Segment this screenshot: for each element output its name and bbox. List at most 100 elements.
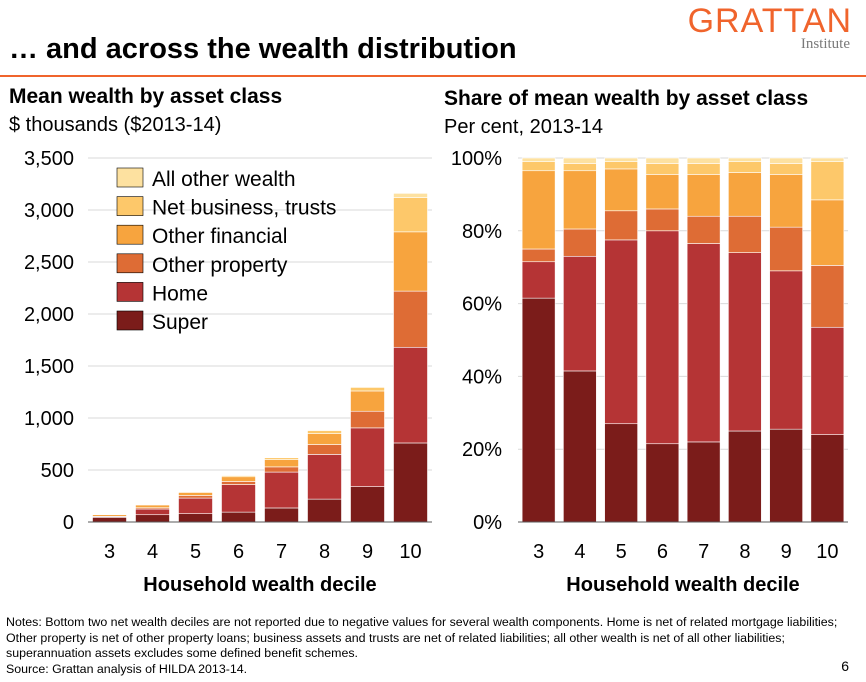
- bar-segment-other-property: [563, 228, 597, 257]
- bar-segment-all-other-wealth: [521, 157, 556, 162]
- legend-label-other-property: Other property: [152, 254, 288, 277]
- notes-text: Notes: Bottom two net wealth deciles are…: [6, 615, 838, 661]
- bar-segment-home: [135, 508, 170, 516]
- x-axis-title: Household wealth decile: [566, 574, 799, 596]
- bar-segment-other-property: [393, 290, 428, 348]
- x-tick-label: 4: [147, 541, 158, 563]
- y-tick-label: 60%: [462, 294, 502, 316]
- bar-segment-other-financial: [307, 433, 342, 445]
- bar-segment-other-property: [769, 226, 803, 272]
- bar-segment-home: [221, 484, 256, 513]
- bar-segment-all-other-wealth: [264, 456, 299, 459]
- legend-swatch-super: [116, 310, 144, 331]
- bar-segment-super: [563, 370, 597, 523]
- right-chart-title: Share of mean wealth by asset class: [444, 87, 809, 110]
- bar-segment-other-property: [350, 410, 385, 429]
- bar-segment-other-financial: [350, 390, 385, 412]
- bar-segment-super: [350, 486, 385, 523]
- bar-segment-other-financial: [645, 174, 680, 210]
- bar-segment-super: [135, 514, 170, 523]
- bar-segment-other-property: [645, 208, 680, 232]
- x-tick-label: 10: [399, 541, 421, 563]
- bar-segment-home: [769, 270, 803, 430]
- legend-swatch-other-financial: [116, 224, 144, 245]
- logo-subtitle: Institute: [800, 36, 850, 52]
- bar-segment-other-property: [221, 481, 256, 485]
- bar-segment-net-business-trusts: [728, 161, 762, 173]
- x-tick-label: 10: [816, 541, 838, 563]
- bar-segment-all-other-wealth: [221, 474, 256, 476]
- bar-segment-net-business-trusts: [604, 161, 638, 170]
- source-text: Source: Grattan analysis of HILDA 2013-1…: [6, 661, 248, 676]
- bar-segment-other-financial: [264, 459, 299, 468]
- bar-segment-net-business-trusts: [350, 387, 385, 392]
- bar-segment-other-financial: [393, 231, 428, 292]
- bar-segment-all-other-wealth: [769, 157, 803, 164]
- bar-segment-all-other-wealth: [686, 157, 721, 164]
- bar-segment-other-property: [810, 265, 845, 328]
- x-tick-label: 9: [362, 541, 373, 563]
- y-tick-label: 2,000: [24, 304, 74, 326]
- bar-segment-home: [264, 471, 299, 509]
- bar-segment-other-property: [521, 248, 556, 263]
- legend-label-home: Home: [152, 282, 208, 305]
- bar-segment-other-financial: [769, 174, 803, 228]
- bar-segment-other-financial: [178, 492, 213, 496]
- legend-swatch-all-other-wealth: [116, 167, 144, 188]
- legend-label-net-business-trusts: Net business, trusts: [152, 197, 336, 220]
- x-tick-label: 8: [319, 541, 330, 563]
- page-number: 6: [841, 658, 849, 674]
- bar-segment-super: [178, 513, 213, 523]
- bar-segment-super: [393, 442, 428, 523]
- left-chart-subtitle: $ thousands ($2013-14): [9, 114, 222, 136]
- bar-segment-super: [810, 434, 845, 523]
- bar-segment-other-property: [264, 466, 299, 473]
- bar-segment-home: [604, 239, 638, 425]
- bar-segment-all-other-wealth: [645, 157, 680, 164]
- x-tick-label: 5: [616, 541, 627, 563]
- x-tick-label: 7: [276, 541, 287, 563]
- bar-segment-all-other-wealth: [307, 429, 342, 431]
- bar-segment-super: [221, 511, 256, 523]
- slide-title: … and across the wealth distribution: [9, 33, 517, 65]
- y-tick-label: 40%: [462, 366, 502, 388]
- legend-swatch-other-property: [116, 253, 144, 274]
- logo-wordmark: GRATTAN: [687, 2, 852, 40]
- bar-segment-all-other-wealth: [604, 157, 638, 162]
- bar-segment-super: [92, 517, 127, 523]
- bar-segment-home: [686, 243, 721, 443]
- bar-segment-net-business-trusts: [686, 163, 721, 175]
- legend-swatch-net-business-trusts: [116, 196, 144, 216]
- legend-swatch-home: [116, 282, 144, 302]
- bar-segment-all-other-wealth: [810, 157, 845, 162]
- x-tick-label: 3: [104, 541, 115, 563]
- x-tick-label: 5: [190, 541, 201, 563]
- y-tick-label: 80%: [462, 221, 502, 243]
- bar-segment-home: [521, 261, 556, 299]
- bar-segment-all-other-wealth: [563, 157, 597, 164]
- bar-segment-net-business-trusts: [393, 197, 428, 233]
- bar-segment-super: [769, 428, 803, 523]
- y-tick-label: 1,500: [24, 356, 74, 378]
- bar-segment-net-business-trusts: [563, 163, 597, 172]
- bar-segment-super: [645, 443, 680, 523]
- bar-segment-other-financial: [686, 174, 721, 217]
- bar-segment-net-business-trusts: [810, 161, 845, 201]
- bar-segment-home: [393, 346, 428, 444]
- bar-segment-home: [728, 252, 762, 432]
- bar-segment-all-other-wealth: [350, 386, 385, 388]
- y-tick-label: 20%: [462, 439, 502, 461]
- bar-segment-all-other-wealth: [393, 193, 428, 198]
- right-chart-subtitle: Per cent, 2013-14: [444, 116, 603, 138]
- y-tick-label: 0: [63, 512, 74, 534]
- bar-segment-home: [645, 230, 680, 445]
- y-tick-label: 1,000: [24, 408, 74, 430]
- bar-segment-super: [728, 430, 762, 523]
- bar-segment-home: [350, 427, 385, 487]
- x-tick-label: 6: [233, 541, 244, 563]
- bar-segment-other-financial: [221, 476, 256, 482]
- y-tick-label: 3,500: [24, 148, 74, 170]
- x-tick-label: 6: [657, 541, 668, 563]
- bar-segment-home: [810, 326, 845, 435]
- bar-segment-super: [307, 498, 342, 523]
